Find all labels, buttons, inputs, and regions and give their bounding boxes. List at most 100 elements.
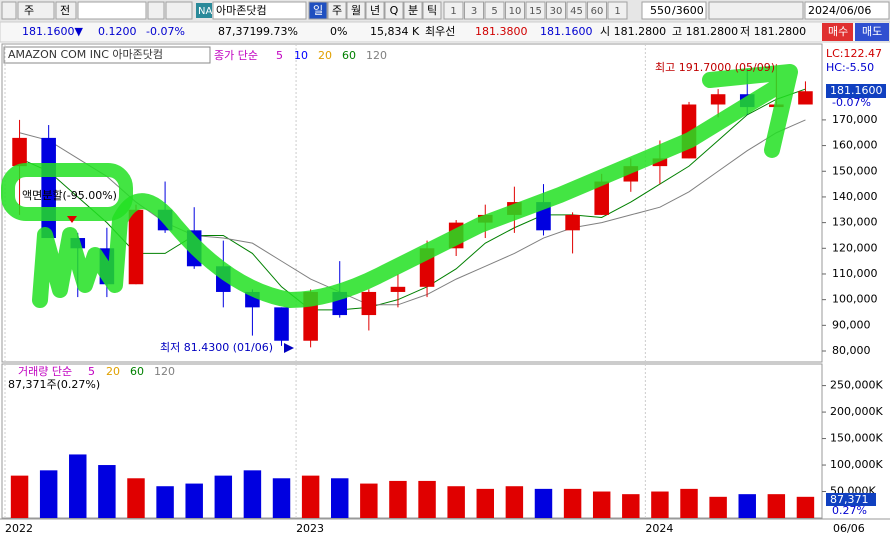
volume-bar <box>272 478 291 518</box>
volume-bar <box>709 496 727 518</box>
period-button[interactable] <box>327 1 347 20</box>
interval-button[interactable] <box>566 1 587 20</box>
date-box[interactable] <box>804 1 890 20</box>
interval-button[interactable] <box>443 1 464 20</box>
icon[interactable] <box>1 1 17 20</box>
period[interactable]: 분 <box>408 4 418 17</box>
volume-bar <box>39 470 58 518</box>
period[interactable]: Q <box>390 4 399 17</box>
volume-bar <box>738 494 756 518</box>
x-tick-label: 2024 <box>645 522 673 535</box>
buy-button[interactable] <box>822 23 853 41</box>
ask: 181.3800 <box>475 25 528 38</box>
legend-item: 10 <box>294 49 308 62</box>
volume-bar <box>476 488 494 518</box>
split-marker <box>67 216 77 223</box>
period[interactable]: 월 <box>351 4 361 17</box>
market-select[interactable] <box>17 1 55 20</box>
interval-button[interactable] <box>525 1 546 20</box>
interval-button[interactable] <box>587 1 607 20</box>
interval-button[interactable] <box>546 1 566 20</box>
name-box[interactable] <box>212 1 307 20</box>
interval[interactable]: 30 <box>550 6 563 17</box>
y-tick-label: 80,000 <box>832 344 871 357</box>
sell[interactable]: 매도 <box>862 25 882 38</box>
period-button[interactable] <box>384 1 404 20</box>
volume-panel <box>1 363 823 519</box>
interval-button[interactable] <box>484 1 505 20</box>
legend-item: 120 <box>366 49 387 62</box>
interval[interactable]: 1 <box>614 6 620 17</box>
highlight-box <box>1 163 133 221</box>
period[interactable]: 년 <box>370 4 380 17</box>
interval[interactable]: 5 <box>491 6 497 17</box>
sound-button[interactable] <box>165 1 193 20</box>
y-tick-label: 90,000 <box>832 318 871 331</box>
x-tick-label: 2022 <box>5 522 33 535</box>
interval-button[interactable] <box>464 1 484 20</box>
candle-body <box>41 137 56 239</box>
period-button[interactable] <box>365 1 385 20</box>
period-button[interactable] <box>403 1 423 20</box>
current-pct: -0.07% <box>832 96 871 109</box>
candle-body <box>390 286 406 292</box>
period-button[interactable] <box>422 1 442 20</box>
volume-bar <box>156 486 174 518</box>
volume-bar <box>767 494 786 518</box>
count-box[interactable] <box>641 1 707 20</box>
volume: 87,371 <box>218 25 257 38</box>
period[interactable]: 일 <box>313 3 323 17</box>
change: 0.1200 <box>98 25 137 38</box>
interval-button[interactable] <box>505 1 525 20</box>
tool-buttons[interactable] <box>708 1 804 20</box>
interval[interactable]: 15 <box>529 6 542 17</box>
vol-current: 87,371 <box>830 493 869 506</box>
amount: 15,834 K <box>370 25 420 38</box>
sell-button[interactable] <box>855 23 889 41</box>
title-box <box>3 46 211 64</box>
y-tick-label: 110,000 <box>832 267 878 280</box>
volume-bar <box>592 491 611 518</box>
candle-body <box>565 214 580 231</box>
interval[interactable]: 45 <box>570 6 583 17</box>
period-button[interactable] <box>308 1 328 20</box>
period[interactable]: 틱 <box>427 4 437 17</box>
volume-bar <box>418 480 436 518</box>
legend-item: 60 <box>130 365 144 378</box>
search-button[interactable] <box>147 1 165 20</box>
buy[interactable]: 매수 <box>828 25 848 38</box>
pct: 0% <box>330 25 347 38</box>
period-button[interactable] <box>346 1 366 20</box>
vol-pct: 0.27% <box>832 504 867 517</box>
max-count: /3600 <box>672 4 704 17</box>
volume-bar <box>563 488 582 518</box>
interval[interactable]: 10 <box>509 6 522 17</box>
vol-box <box>826 493 876 506</box>
market: 주 <box>24 4 34 17</box>
legend-item: 5 <box>88 365 95 378</box>
ratio: 99.73% <box>256 25 298 38</box>
y-tick-label: 150,000K <box>830 432 883 445</box>
volume-bar <box>505 486 524 518</box>
code-input[interactable] <box>77 1 147 20</box>
scope-button[interactable] <box>55 1 77 20</box>
interval[interactable]: 60 <box>591 6 604 17</box>
volume-subtitle: 87,371주(0.27%) <box>8 378 100 391</box>
volume-bar <box>127 478 145 518</box>
period[interactable]: 주 <box>332 4 342 17</box>
volume-bar <box>10 475 29 518</box>
y-tick-label: 100,000K <box>830 458 883 471</box>
y-tick-label: 250,000K <box>830 379 883 392</box>
interval[interactable]: 1 <box>450 6 456 17</box>
candle-body <box>12 137 27 167</box>
interval-button[interactable] <box>607 1 628 20</box>
scope: 전 <box>60 4 70 17</box>
quote-bar <box>0 21 890 43</box>
interval[interactable]: 3 <box>471 6 477 17</box>
candle-body <box>361 291 377 316</box>
ma-line <box>19 119 806 306</box>
current-box <box>826 84 886 98</box>
price: 181.1600▼ <box>22 25 83 38</box>
legend-item: 120 <box>154 365 175 378</box>
code-badge: NA <box>198 6 212 17</box>
